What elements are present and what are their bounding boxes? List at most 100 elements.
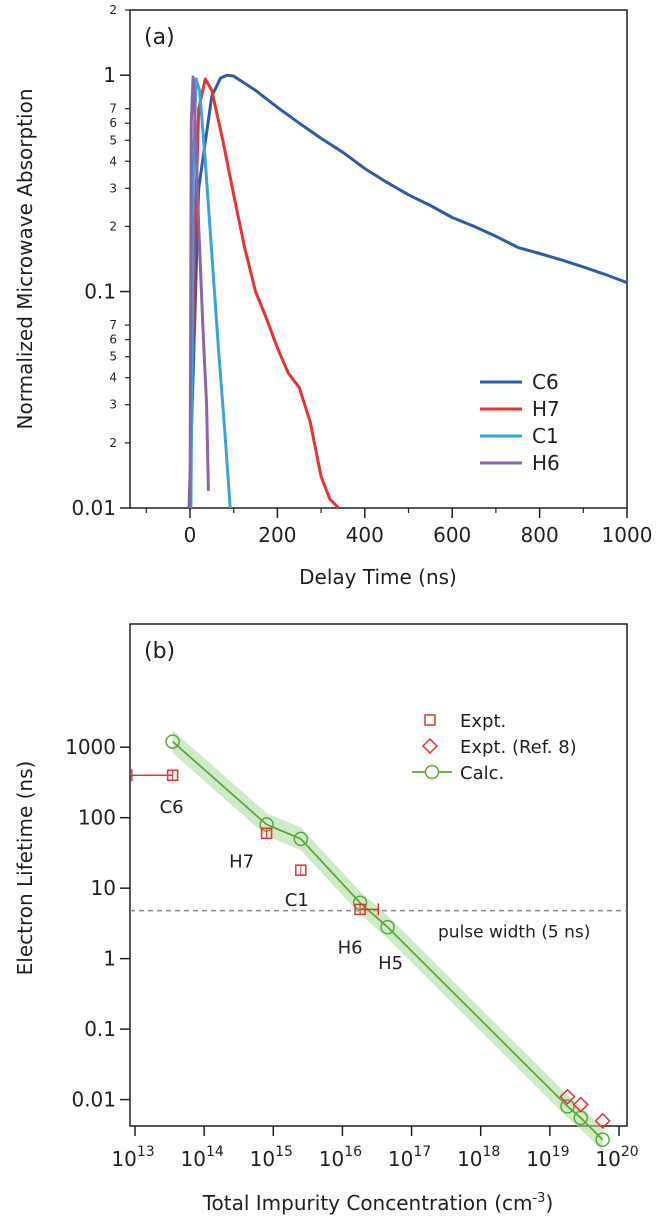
x-tick-label: 1019 — [526, 1144, 569, 1171]
x-title-close: ) — [545, 1191, 553, 1215]
y-minor-tick-label: 7 — [109, 318, 117, 332]
x-tick-base: 10 — [526, 1147, 551, 1171]
x-tick-label: 1014 — [181, 1144, 224, 1171]
legend-marker-expt — [424, 714, 436, 726]
x-title-superscript: -3 — [532, 1191, 545, 1206]
x-tick-label: 1017 — [388, 1144, 431, 1171]
x-tick-exponent: 14 — [206, 1144, 224, 1160]
y-minor-tick-label: 6 — [109, 116, 117, 130]
panel-b-legend: Expt. Expt. (Ref. 8) Calc. — [412, 711, 577, 784]
x-tick-base: 10 — [595, 1147, 620, 1171]
sample-label-h5: H5 — [378, 953, 403, 974]
legend-marker-ref8 — [421, 737, 439, 755]
x-tick-base: 10 — [111, 1147, 136, 1171]
legend-label-c6: C6 — [532, 370, 559, 394]
x-tick-exponent: 15 — [275, 1144, 293, 1160]
x-tick-label: 800 — [521, 523, 559, 547]
legend-label-h7: H7 — [532, 397, 560, 421]
x-tick-exponent: 17 — [413, 1144, 431, 1160]
panel-b-x-axis: 1013 1014 1015 1016 1017 1018 1019 1020 — [111, 1126, 639, 1171]
y-minor-tick-label: 3 — [109, 398, 117, 412]
pulse-width-reference: pulse width (5 ns) — [130, 909, 627, 943]
legend-label-ref8: Expt. (Ref. 8) — [460, 737, 577, 758]
legend-label-h6: H6 — [532, 451, 560, 475]
x-tick-label: 0 — [184, 523, 197, 547]
y-tick-label: 1000 — [65, 735, 116, 759]
pulse-width-label: pulse width (5 ns) — [438, 923, 590, 943]
x-tick-label: 1020 — [595, 1144, 638, 1171]
legend-label-expt: Expt. — [460, 711, 506, 732]
sample-label-h7: H7 — [229, 851, 254, 872]
legend-label-calc: Calc. — [460, 763, 504, 784]
y-tick-label: 1 — [103, 63, 116, 87]
sample-label-h6: H6 — [338, 937, 363, 958]
y-minor-tick-label: 5 — [109, 350, 117, 364]
y-minor-tick-label: 5 — [109, 133, 117, 147]
series-line-h6 — [188, 75, 210, 509]
panel-a-frame — [129, 9, 628, 509]
x-tick-exponent: 20 — [621, 1144, 639, 1160]
calc-point — [595, 1132, 610, 1147]
y-minor-tick-label: 4 — [109, 371, 117, 385]
x-tick-exponent: 18 — [483, 1144, 501, 1160]
x-title-text: Total Impurity Concentration (cm — [202, 1191, 533, 1215]
ref8-point — [594, 1112, 611, 1129]
legend-label-c1: C1 — [532, 424, 559, 448]
ref8-point — [559, 1088, 576, 1105]
panel-a-label: (a) — [144, 25, 175, 50]
series-line-h7 — [188, 77, 340, 510]
y-minor-tick-label: 4 — [109, 154, 117, 168]
x-tick-base: 10 — [388, 1147, 413, 1171]
series-line-c6 — [187, 73, 628, 509]
x-tick-base: 10 — [181, 1147, 206, 1171]
x-tick-label: 1016 — [319, 1144, 362, 1171]
panel-b-x-axis-title: Total Impurity Concentration (cm-3) — [202, 1191, 554, 1215]
y-tick-label: 1 — [103, 947, 116, 971]
ref8-point — [572, 1096, 589, 1113]
panel-b-label: (b) — [144, 639, 175, 664]
sample-label-c1: C1 — [285, 890, 309, 911]
sample-labels: C6 H7 C1 H6 H5 — [160, 797, 403, 974]
x-tick-label: 1000 — [602, 523, 653, 547]
panel-a-x-axis-title: Delay Time (ns) — [299, 565, 457, 589]
panel-a-legend: C6 H7 C1 H6 — [480, 370, 560, 475]
panel-a-series — [187, 73, 628, 510]
x-tick-exponent: 19 — [552, 1144, 570, 1160]
y-minor-tick-label: 7 — [109, 102, 117, 116]
x-tick-label: 1018 — [457, 1144, 500, 1171]
x-tick-label: 200 — [258, 523, 296, 547]
y-tick-label: 0.01 — [71, 1088, 116, 1112]
y-minor-tick-label: 2 — [109, 219, 117, 233]
y-tick-label: 0.01 — [71, 496, 116, 520]
panel-b-y-axis-title: Electron Lifetime (ns) — [13, 761, 37, 976]
calc-point — [380, 919, 395, 935]
panel-a-x-axis: 0 200 400 600 800 1000 — [145, 508, 653, 547]
y-tick-label: 10 — [91, 876, 116, 900]
calc-uncertainty-band — [172, 730, 603, 1152]
y-tick-label: 100 — [78, 806, 116, 830]
x-tick-base: 10 — [250, 1147, 275, 1171]
panel-b-series — [131, 734, 611, 1147]
legend-marker-calc — [424, 764, 440, 780]
x-tick-label: 600 — [433, 523, 471, 547]
panel-b-y-axis: 0.01 0.1 1 10 100 1000 — [65, 735, 130, 1112]
x-tick-label: 1015 — [250, 1144, 293, 1171]
y-minor-tick-label: 6 — [109, 333, 117, 347]
calc-point — [165, 734, 180, 749]
panel-a-y-axis-title: Normalized Microwave Absorption — [13, 89, 37, 430]
y-minor-tick-label: 2 — [109, 436, 117, 450]
sample-label-c6: C6 — [160, 797, 184, 818]
y-minor-tick-label: 3 — [109, 181, 117, 195]
y-tick-label: 0.1 — [84, 280, 116, 304]
panel-b-frame — [129, 623, 628, 1127]
calc-point — [560, 1099, 575, 1114]
x-tick-label: 400 — [346, 523, 384, 547]
x-tick-exponent: 13 — [137, 1144, 155, 1160]
x-tick-label: 1013 — [111, 1144, 154, 1171]
x-tick-exponent: 16 — [344, 1144, 362, 1160]
y-tick-label: 0.1 — [84, 1017, 116, 1041]
